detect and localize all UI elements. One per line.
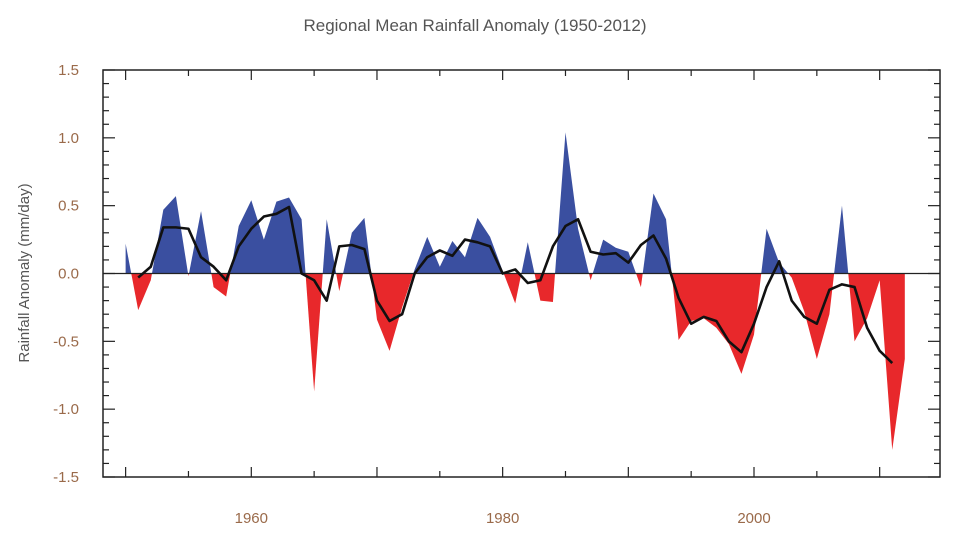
positive-anomaly-area-16 xyxy=(555,132,589,274)
y-tick-label: -1.0 xyxy=(53,401,79,418)
positive-anomaly-area-4 xyxy=(188,211,212,274)
positive-anomaly-area-22 xyxy=(761,228,789,274)
negative-anomaly-area-3 xyxy=(188,273,189,277)
y-tick-label: 1.0 xyxy=(58,130,79,147)
running-mean-line xyxy=(137,205,894,364)
negative-anomaly-area-11 xyxy=(371,273,414,351)
y-axis-label: Rainfall Anomaly (mm/day) xyxy=(16,183,33,362)
running-mean-group xyxy=(137,205,894,364)
x-tick-label: 2000 xyxy=(737,510,770,527)
x-tick-label: 1980 xyxy=(486,510,519,527)
y-tick-label: 1.5 xyxy=(58,62,79,79)
x-tick-label: 1960 xyxy=(235,510,268,527)
negative-anomaly-area-19 xyxy=(636,273,643,288)
positive-anomaly-area-0 xyxy=(125,243,132,274)
positive-anomaly-area-12 xyxy=(413,217,504,274)
y-tick-labels: -1.5 -1.0 -0.5 0.0 0.5 1.0 1.5 xyxy=(53,62,79,486)
positive-anomaly-area-6 xyxy=(230,197,306,274)
chart-title: Regional Mean Rainfall Anomaly (1950-201… xyxy=(303,16,646,35)
positive-anomaly-area-18 xyxy=(592,239,637,274)
plot-frame xyxy=(102,69,941,478)
negative-anomaly-area-1 xyxy=(131,273,152,311)
axis-ticks-group xyxy=(103,69,940,478)
x-tick-labels: 1960 1980 2000 xyxy=(235,510,771,527)
y-tick-label: 0.5 xyxy=(58,198,79,215)
positive-anomaly-area-14 xyxy=(521,242,535,274)
y-tick-label: -0.5 xyxy=(53,333,79,350)
negative-anomaly-area-7 xyxy=(305,273,323,392)
negative-anomaly-area-23 xyxy=(788,273,835,359)
negative-anomaly-area-15 xyxy=(534,273,556,302)
positive-anomaly-area-8 xyxy=(322,219,337,274)
negative-anomaly-area-25 xyxy=(848,273,905,450)
positive-anomaly-area-2 xyxy=(151,196,189,274)
y-tick-label: -1.5 xyxy=(53,469,79,486)
y-tick-label: 0.0 xyxy=(58,266,79,283)
negative-anomaly-area-9 xyxy=(336,273,344,292)
negative-anomaly-area-13 xyxy=(503,273,522,304)
positive-anomaly-area-24 xyxy=(834,205,849,274)
negative-anomaly-area-17 xyxy=(588,273,593,281)
